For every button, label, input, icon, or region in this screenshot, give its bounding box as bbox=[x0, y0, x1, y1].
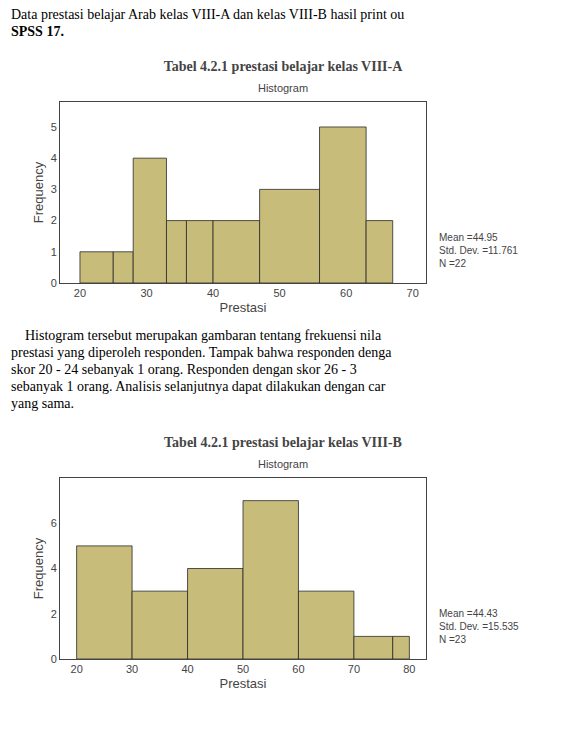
html-text:Histogram tersebut merupakan g: Histogram tersebut merupakan gambaran te… bbox=[11, 328, 382, 343]
svg-text:30: 30 bbox=[126, 663, 138, 675]
svg-text:70: 70 bbox=[407, 287, 419, 299]
html-text:prestasi yang diperoleh respon: prestasi yang diperoleh responden. Tampa… bbox=[11, 345, 392, 360]
svg-text:4: 4 bbox=[51, 562, 57, 574]
svg-text:Mean =44.95Std. Dev. =11.761N: Mean =44.95Std. Dev. =11.761N =22 bbox=[439, 232, 518, 269]
svg-text:5: 5 bbox=[51, 121, 57, 133]
svg-text:20: 20 bbox=[74, 287, 86, 299]
svg-text:40: 40 bbox=[207, 287, 219, 299]
svg-text:0: 0 bbox=[51, 277, 57, 289]
svg-text:Prestasi: Prestasi bbox=[220, 300, 267, 315]
svg-text:Frequency: Frequency bbox=[31, 537, 46, 599]
svg-text:20: 20 bbox=[71, 663, 83, 675]
svg-text:3: 3 bbox=[51, 183, 57, 195]
svg-text:Histogram: Histogram bbox=[258, 82, 308, 94]
svg-text:Tabel 4.2.1 prestasi belajar k: Tabel 4.2.1 prestasi belajar kelas VIII-… bbox=[164, 59, 404, 74]
svg-text:2: 2 bbox=[51, 214, 57, 226]
svg-text:60: 60 bbox=[340, 287, 352, 299]
svg-text:0: 0 bbox=[51, 653, 57, 665]
svg-text:30: 30 bbox=[140, 287, 152, 299]
svg-text:Mean =44.43Std. Dev. =15.535N: Mean =44.43Std. Dev. =15.535N =23 bbox=[439, 608, 519, 645]
svg-text:Prestasi: Prestasi bbox=[220, 676, 267, 691]
svg-text:4: 4 bbox=[51, 152, 57, 164]
svg-text:60: 60 bbox=[292, 663, 304, 675]
html-text:sebanyak 1 orang. Analisis sel: sebanyak 1 orang. Analisis selanjutnya d… bbox=[11, 379, 386, 394]
html-text:SPSS 17.: SPSS 17. bbox=[11, 24, 64, 39]
svg-text:50: 50 bbox=[273, 287, 285, 299]
svg-text:2: 2 bbox=[51, 608, 57, 620]
html-text:skor 20 - 24 sebanyak 1 orang.: skor 20 - 24 sebanyak 1 orang. Responden… bbox=[11, 362, 357, 377]
svg-text:Frequency: Frequency bbox=[31, 161, 46, 223]
svg-text:80: 80 bbox=[403, 663, 415, 675]
html-text:Data prestasi belajar Arab kel: Data prestasi belajar Arab kelas VIII-A … bbox=[11, 7, 405, 22]
svg-text:70: 70 bbox=[348, 663, 360, 675]
svg-text:40: 40 bbox=[181, 663, 193, 675]
html-text:yang sama.: yang sama. bbox=[11, 396, 74, 411]
svg-text:6: 6 bbox=[51, 517, 57, 529]
svg-text:Tabel 4.2.1 prestasi belajar k: Tabel 4.2.1 prestasi belajar kelas VIII-… bbox=[164, 435, 402, 450]
svg-text:Histogram: Histogram bbox=[258, 458, 308, 470]
svg-text:1: 1 bbox=[51, 246, 57, 258]
svg-text:50: 50 bbox=[237, 663, 249, 675]
